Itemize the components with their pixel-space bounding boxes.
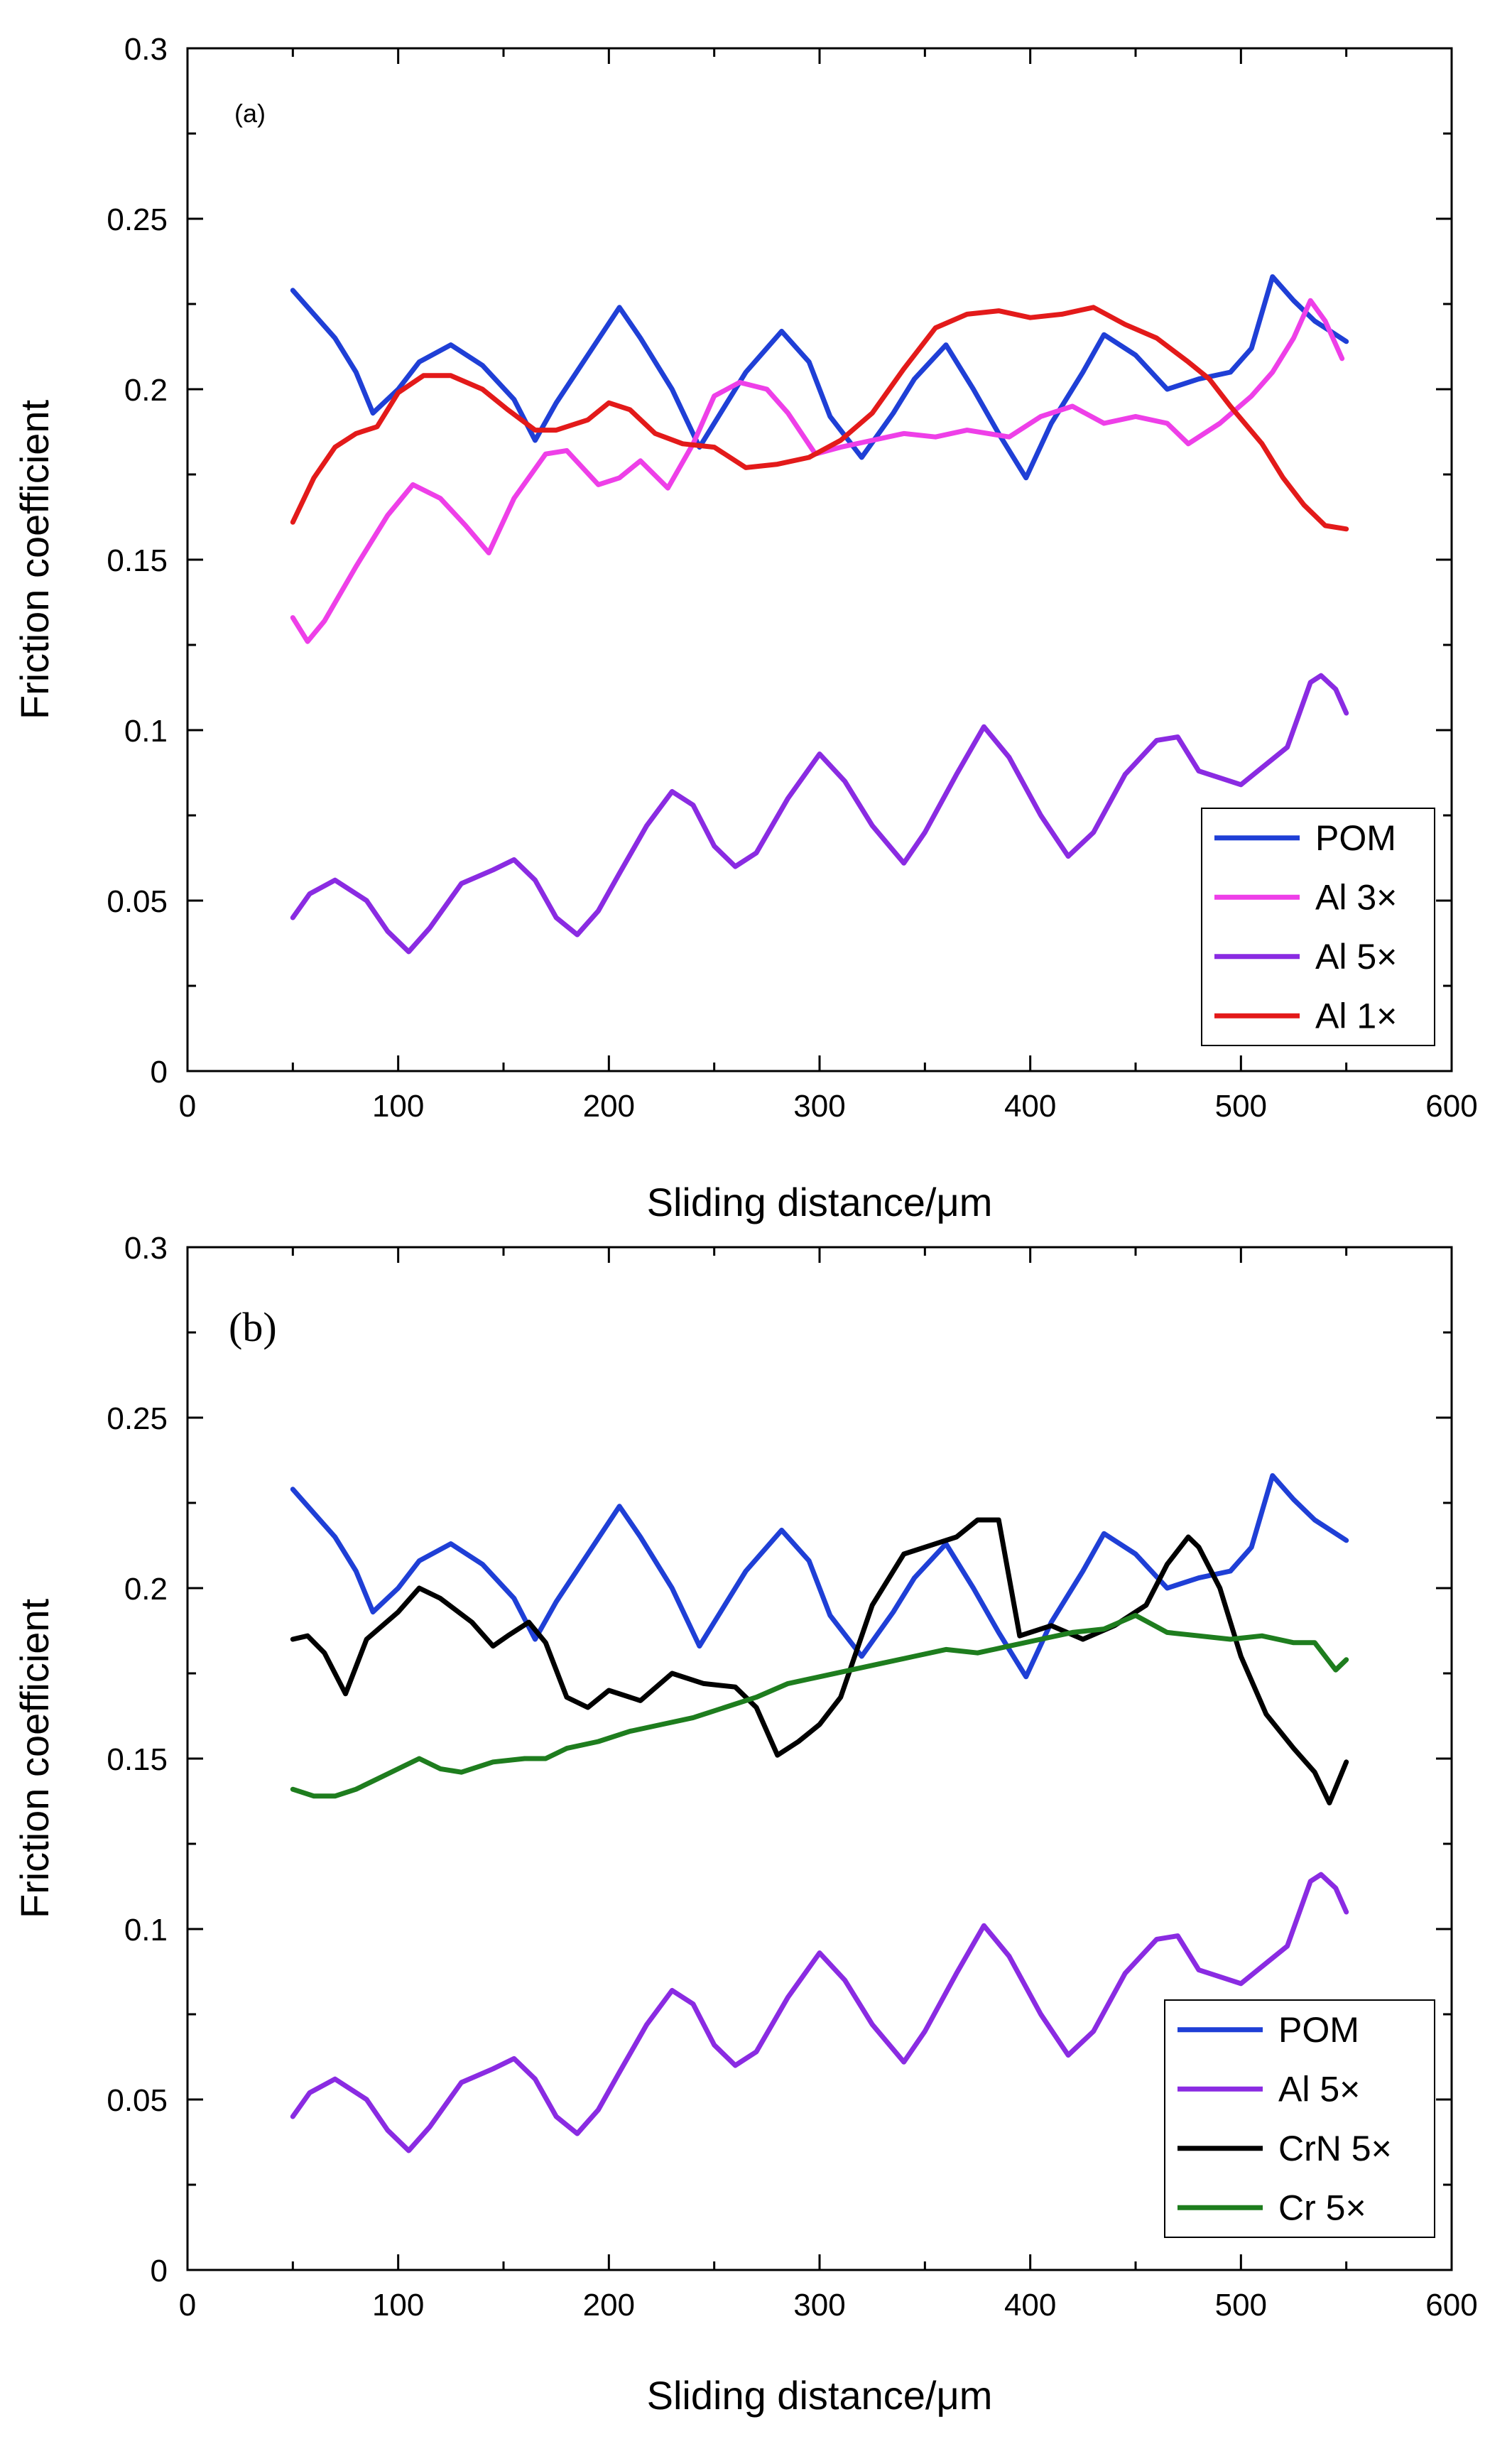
x-axis-title: Sliding distance/μm [647, 2373, 993, 2418]
legend-entry: Al 5× [1315, 937, 1397, 977]
series-line-pom [290, 1473, 1349, 1680]
y-axis-title: Friction coefficient [12, 1598, 57, 1918]
legend-entry: CrN 5× [1278, 2129, 1392, 2168]
y-tick-label: 0.1 [124, 714, 168, 749]
x-tick-label: 100 [372, 1089, 424, 1124]
series-line-pom [290, 274, 1349, 481]
series-line-al-1- [290, 305, 1349, 532]
series-line-al-5- [290, 673, 1349, 955]
y-tick-label: 0.2 [124, 1572, 168, 1607]
y-tick-label: 0.15 [107, 543, 168, 578]
x-tick-label: 0 [179, 1089, 196, 1124]
x-tick-label: 400 [1004, 1089, 1056, 1124]
legend-box [1201, 808, 1435, 1046]
legend-entry: POM [1315, 818, 1396, 858]
chart-panel-0: 0 100 200 300 400 500 600 0 0.05 0.1 0.15 0.2 0.25 0.… [12, 32, 1478, 1224]
series-line-crn-5- [290, 1517, 1349, 1805]
panel-label: (b) [229, 1304, 277, 1350]
legend-box [1164, 1999, 1435, 2238]
x-tick-label: 0 [179, 2288, 196, 2323]
y-tick-label: 0.15 [107, 1742, 168, 1777]
legend-entry: Al 3× [1315, 877, 1397, 917]
y-tick-label: 0.05 [107, 884, 168, 919]
y-axis-title: Friction coefficient [12, 399, 57, 719]
y-tick-label: 0 [151, 1055, 168, 1090]
y-tick-label: 0.05 [107, 2083, 168, 2118]
series-line-cr-5- [290, 1612, 1349, 1799]
x-tick-label: 100 [372, 2288, 424, 2323]
chart-panel-1: 0 100 200 300 400 500 600 0 0.05 0.1 0.15 0.2 0.25 0.… [12, 1231, 1478, 2418]
legend: POM Al 3× Al 5× Al 1× [1201, 808, 1435, 1046]
legend-entry: Al 5× [1278, 2069, 1360, 2109]
y-tick-label: 0.2 [124, 373, 168, 408]
y-tick-label: 0.3 [124, 32, 168, 67]
y-tick-label: 0 [151, 2254, 168, 2288]
legend-entry: Al 1× [1315, 996, 1397, 1036]
x-tick-label: 300 [793, 2288, 845, 2323]
legend-entry: POM [1278, 2010, 1359, 2050]
panel-label: (a) [234, 99, 266, 128]
series-line-al-5- [290, 1872, 1349, 2153]
y-tick-label: 0.25 [107, 202, 168, 237]
x-tick-label: 600 [1425, 2288, 1477, 2323]
legend: POM Al 5× CrN 5× Cr 5× [1164, 1999, 1435, 2238]
x-tick-label: 500 [1215, 1089, 1267, 1124]
x-tick-label: 400 [1004, 2288, 1056, 2323]
legend-entry: Cr 5× [1278, 2188, 1366, 2227]
x-tick-label: 200 [583, 1089, 635, 1124]
x-tick-label: 200 [583, 2288, 635, 2323]
y-tick-label: 0.3 [124, 1231, 168, 1266]
x-tick-label: 500 [1215, 2288, 1267, 2323]
y-tick-label: 0.25 [107, 1401, 168, 1436]
y-tick-label: 0.1 [124, 1913, 168, 1948]
x-tick-label: 600 [1425, 1089, 1477, 1124]
x-axis-title: Sliding distance/μm [647, 1180, 993, 1224]
series-line-al-3- [290, 298, 1345, 644]
x-tick-label: 300 [793, 1089, 845, 1124]
